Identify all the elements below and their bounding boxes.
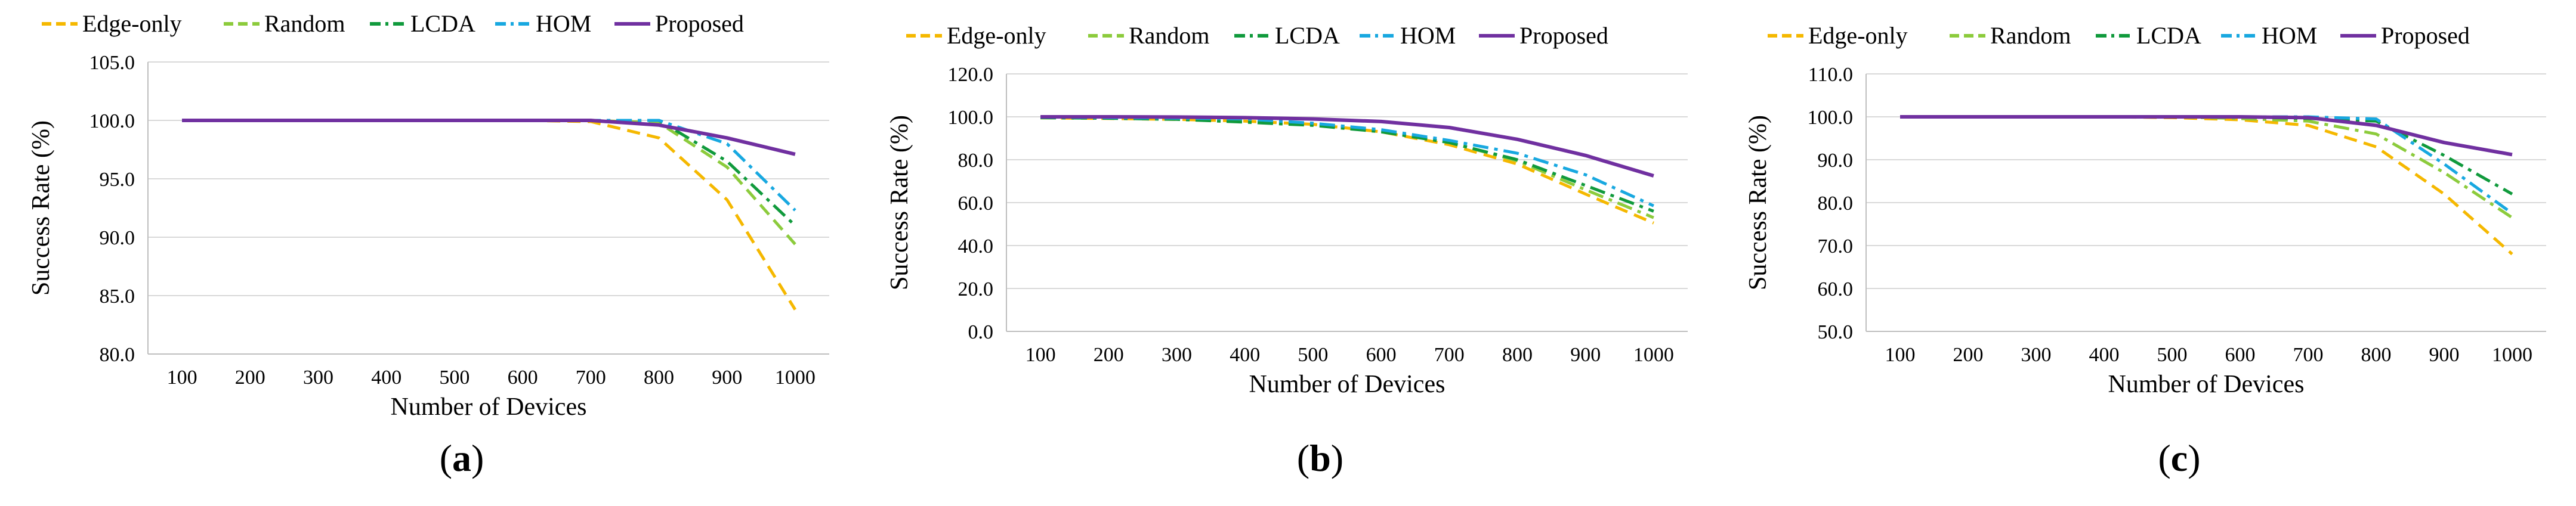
chart-b-series-proposed-line (1040, 115, 1654, 178)
chart-c-x-tick-label: 1000 (2492, 344, 2532, 366)
chart-a-panel-label: (a) (440, 437, 484, 479)
chart-b-x-tick-label: 400 (1230, 344, 1260, 366)
chart-c-series-lcda-line (1900, 115, 2513, 195)
chart-a-y-tick-label: 105.0 (89, 52, 135, 74)
chart-c-panel-label: (c) (2158, 437, 2200, 479)
chart-a-x-tick-label: 600 (508, 367, 538, 389)
chart-b-x-tick-label: 300 (1162, 344, 1192, 366)
chart-b-y-tick-label: 20.0 (958, 278, 994, 300)
chart-a-x-tick-label: 700 (576, 367, 606, 389)
chart-c-series-proposed-line (1900, 115, 2513, 157)
chart-c-y-tick-label: 80.0 (1818, 193, 1854, 215)
chart-b-y-tick-label: 80.0 (958, 150, 994, 172)
chart-c-y-tick-label: 110.0 (1808, 64, 1853, 86)
chart-b-y-axis-title: Success Rate (%) (886, 115, 913, 290)
chart-b-x-tick-label: 500 (1298, 344, 1328, 366)
chart-a-series-lcda-line (182, 119, 796, 227)
chart-a-y-tick-label: 100.0 (89, 110, 135, 132)
chart-b-x-axis-title: Number of Devices (1249, 371, 1445, 398)
chart-b-series-edge-only-line (1040, 116, 1654, 225)
chart-c-x-tick-label: 700 (2293, 344, 2324, 366)
chart-b-panel-label: (b) (1297, 437, 1343, 479)
chart-b-x-tick-label: 900 (1570, 344, 1601, 366)
chart-b-svg: 0.0 20.0 40.0 60.0 80.0 100.0 120.0 100 200 300 40… (886, 22, 1688, 479)
chart-c-x-tick-label: 100 (1885, 344, 1916, 366)
chart-b-y-tick-label: 100.0 (948, 107, 994, 129)
chart-a-x-tick-label: 1000 (775, 367, 816, 389)
chart-a-x-tick-label: 300 (303, 367, 333, 389)
chart-c-series-hom-line (1900, 115, 2513, 215)
chart-a-series-proposed-line (182, 119, 796, 156)
chart-a-x-tick-label: 900 (712, 367, 742, 389)
chart-b-legend-label: Random (1129, 22, 1210, 49)
chart-b-x-tick-label: 1000 (1633, 344, 1674, 366)
chart-b-x-tick-label: 700 (1434, 344, 1465, 366)
chart-c-y-tick-label: 50.0 (1818, 321, 1854, 343)
chart-b-x-tick-label: 600 (1366, 344, 1397, 366)
chart-a-series-random-line (182, 119, 796, 246)
chart-c-x-tick-label: 400 (2089, 344, 2120, 366)
chart-b-x-tick-label: 200 (1094, 344, 1124, 366)
chart-c-y-tick-label: 70.0 (1818, 235, 1854, 257)
chart-c-x-tick-label: 200 (1953, 344, 1984, 366)
chart-b-y-tick-label: 40.0 (958, 235, 994, 257)
chart-a-y-tick-label: 80.0 (100, 344, 135, 366)
chart-c-x-tick-label: 500 (2157, 344, 2188, 366)
chart-c-y-tick-label: 100.0 (1808, 107, 1854, 129)
chart-c-legend-label: HOM (2262, 22, 2317, 49)
chart-panel-a: 80.0 85.0 90.0 95.0 100.0 105.0 100 200 300 400 50… (0, 0, 858, 506)
chart-c-y-tick-label: 60.0 (1818, 278, 1854, 300)
chart-a-x-tick-label: 800 (644, 367, 674, 389)
chart-b-y-tick-label: 60.0 (958, 193, 994, 215)
chart-a-y-axis-title: Success Rate (%) (27, 120, 55, 296)
chart-c-x-axis-title: Number of Devices (2108, 371, 2305, 398)
chart-a-x-tick-label: 400 (371, 367, 401, 389)
chart-a-y-tick-label: 85.0 (100, 285, 135, 308)
chart-a-legend-label: HOM (536, 10, 591, 37)
chart-a-x-tick-label: 100 (167, 367, 197, 389)
chart-c-x-tick-label: 900 (2429, 344, 2460, 366)
chart-a-svg: 80.0 85.0 90.0 95.0 100.0 105.0 100 200 300 400 50… (27, 10, 829, 479)
chart-c-svg: 50.0 60.0 70.0 80.0 90.0 100.0 110.0 100 200 300 4… (1744, 22, 2546, 479)
chart-a-y-tick-label: 90.0 (100, 227, 135, 249)
chart-a-legend-label: Proposed (655, 10, 744, 37)
chart-panel-b: 0.0 20.0 40.0 60.0 80.0 100.0 120.0 100 200 300 40… (858, 0, 1717, 506)
chart-a-legend-label: Random (264, 10, 345, 37)
chart-a-y-tick-label: 95.0 (100, 169, 135, 191)
chart-c-legend-label: Proposed (2381, 22, 2470, 49)
chart-b-series-lcda-line (1040, 116, 1654, 213)
chart-c-y-tick-label: 90.0 (1818, 150, 1854, 172)
chart-a-series-edge-only-line (182, 119, 797, 311)
chart-b-legend-label: HOM (1400, 22, 1456, 49)
chart-c-y-axis-title: Success Rate (%) (1744, 115, 1772, 290)
chart-panel-c: 50.0 60.0 70.0 80.0 90.0 100.0 110.0 100 200 300 4… (1717, 0, 2575, 506)
chart-a-legend-label: Edge-only (82, 10, 182, 37)
chart-c-legend-label: Random (1990, 22, 2071, 49)
chart-a-x-tick-label: 200 (235, 367, 265, 389)
chart-c-legend-label: Edge-only (1808, 22, 1908, 49)
chart-a-x-tick-label: 500 (439, 367, 470, 389)
chart-a-x-axis-title: Number of Devices (391, 393, 587, 421)
chart-b-y-tick-label: 120.0 (948, 64, 994, 86)
chart-b-series-hom-line (1040, 116, 1654, 207)
chart-b-x-tick-label: 100 (1026, 344, 1056, 366)
chart-c-legend-label: LCDA (2136, 22, 2201, 49)
chart-b-legend-label: LCDA (1275, 22, 1340, 49)
chart-a-legend-label: LCDA (410, 10, 475, 37)
chart-b-x-tick-label: 800 (1502, 344, 1533, 366)
chart-c-x-tick-label: 600 (2225, 344, 2256, 366)
chart-b-y-tick-label: 0.0 (968, 321, 994, 343)
chart-b-legend-label: Proposed (1519, 22, 1608, 49)
chart-c-x-tick-label: 300 (2021, 344, 2052, 366)
chart-b-legend-label: Edge-only (947, 22, 1046, 49)
chart-c-x-tick-label: 800 (2361, 344, 2392, 366)
